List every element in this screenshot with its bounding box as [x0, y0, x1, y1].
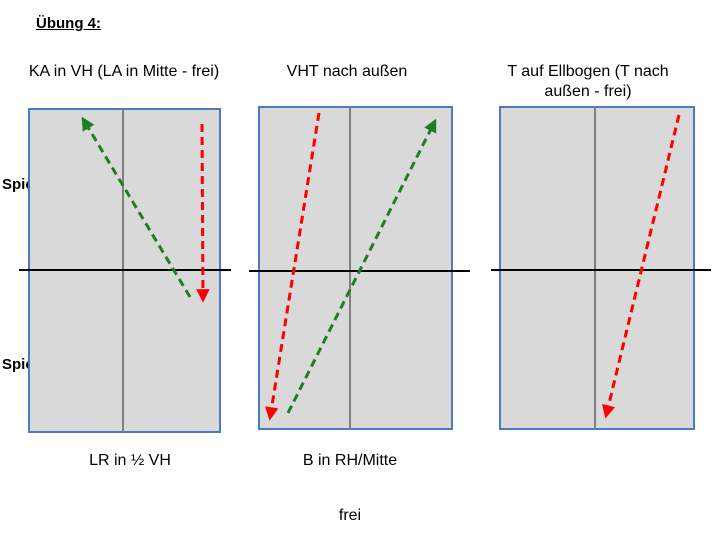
table-2-surface [258, 106, 453, 430]
table-1-red-arrow [196, 123, 210, 303]
footer-label: frei [338, 507, 362, 524]
table-1 [19, 108, 231, 433]
table-2 [249, 106, 470, 430]
drill-2-top-label: VHT nach außen [286, 63, 408, 80]
drill-2-bottom-label: B in RH/Mitte [302, 452, 398, 469]
exercise-title: Übung 4: [36, 15, 101, 32]
drill-3-top-label: T auf Ellbogen (T nach außen - frei) [507, 63, 669, 100]
drill-1-top-label: KA in VH (LA in Mitte - frei) [28, 63, 220, 80]
drill-1-bottom-label: LR in ½ VH [89, 452, 171, 469]
table-3-surface [499, 106, 695, 430]
table-2-green-arrow [286, 118, 437, 414]
table-1-green-arrow [81, 116, 192, 298]
table-3 [491, 106, 711, 430]
